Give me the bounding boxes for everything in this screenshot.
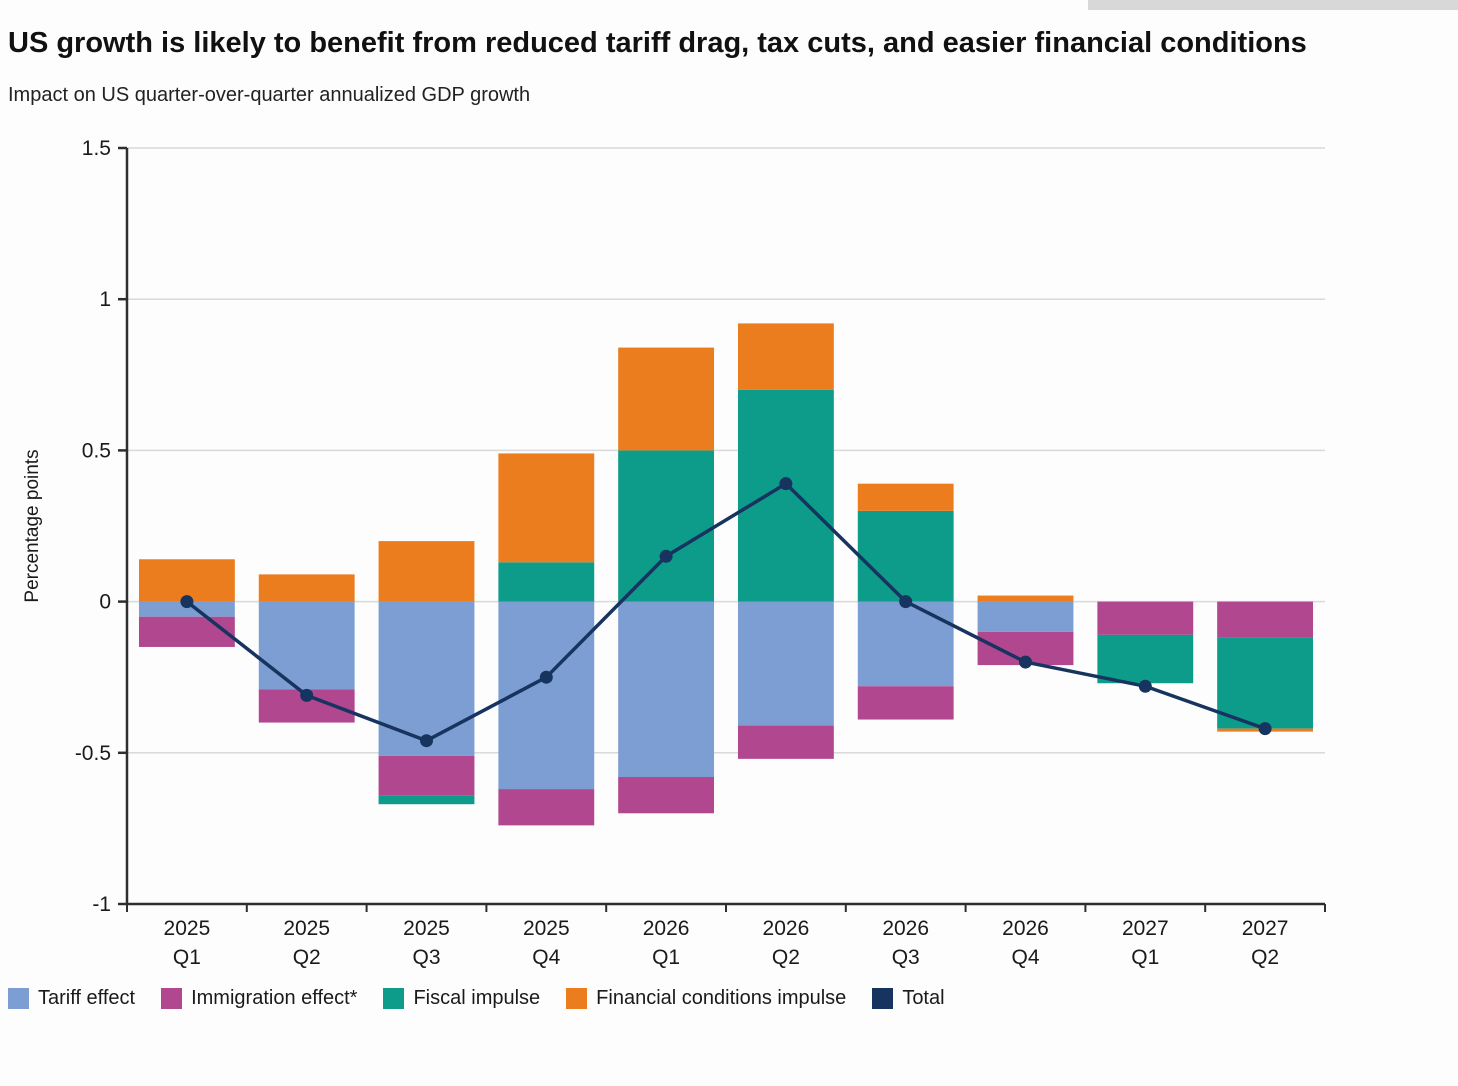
svg-text:Percentage points: Percentage points <box>22 449 43 602</box>
page-title: US growth is likely to benefit from redu… <box>8 27 1307 59</box>
legend-label: Tariff effect <box>38 986 136 1009</box>
legend-item-total: Total <box>872 986 945 1010</box>
svg-text:-1: -1 <box>92 893 111 916</box>
legend-item-financial-conditions-impulse: Financial conditions impulse <box>566 987 846 1010</box>
top-right-decoration <box>1088 0 1458 10</box>
legend-swatch-icon <box>872 987 894 1009</box>
legend-label: Fiscal impulse <box>413 986 541 1009</box>
chart-legend: Tariff effect Immigration effect* Fiscal i… <box>8 987 1448 1010</box>
svg-text:1.5: 1.5 <box>82 137 111 160</box>
legend-swatch-icon <box>566 987 588 1009</box>
legend-item-immigration-effect: Immigration effect* <box>161 987 357 1010</box>
legend-swatch-icon <box>161 987 183 1009</box>
chart-area: 1.5 1 0.5 0 -0.5 -1 2025 Q1 2025 Q2 2025 Q3 2025 Q4 20… <box>0 121 1458 971</box>
legend-label: Immigration effect* <box>191 986 358 1009</box>
legend-item-tariff-effect: Tariff effect <box>8 987 135 1010</box>
gdp-impact-chart: 1.5 1 0.5 0 -0.5 -1 2025 Q1 2025 Q2 2025 Q3 2025 Q4 20… <box>22 137 1326 969</box>
legend-label: Financial conditions impulse <box>596 986 847 1009</box>
page-subtitle: Impact on US quarter-over-quarter annual… <box>8 83 531 106</box>
legend-label: Total <box>902 986 945 1009</box>
svg-text:1: 1 <box>99 288 111 311</box>
svg-text:0: 0 <box>99 590 111 613</box>
legend-swatch-icon <box>383 987 405 1009</box>
svg-text:0.5: 0.5 <box>82 439 111 462</box>
svg-text:-0.5: -0.5 <box>75 741 111 764</box>
legend-item-fiscal-impulse: Fiscal impulse <box>383 987 540 1010</box>
legend-swatch-icon <box>8 987 29 1009</box>
